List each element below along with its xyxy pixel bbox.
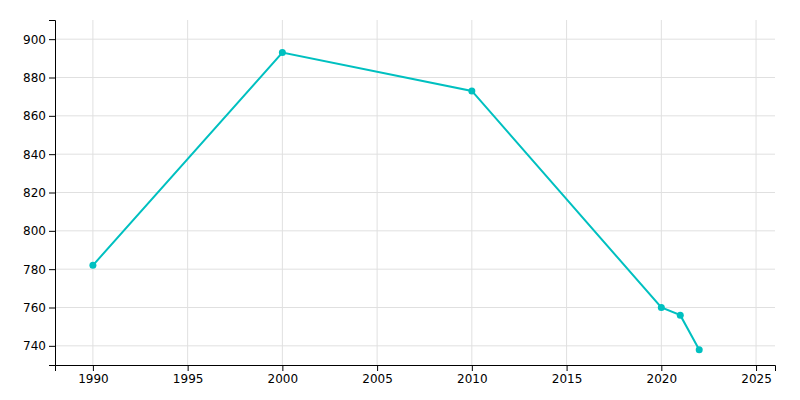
grid-line bbox=[55, 269, 775, 270]
tick-mark bbox=[756, 365, 757, 371]
grid bbox=[55, 20, 775, 365]
tick-mark bbox=[377, 365, 378, 371]
marker bbox=[658, 304, 665, 311]
tick-label: 1995 bbox=[173, 372, 204, 386]
tick-mark bbox=[49, 308, 55, 309]
tick-label: 760 bbox=[23, 301, 46, 315]
tick: 2015 bbox=[552, 365, 583, 386]
tick: 2005 bbox=[362, 365, 393, 386]
tick-mark bbox=[661, 365, 662, 371]
tick-mark bbox=[188, 365, 189, 371]
tick-label: 840 bbox=[23, 148, 46, 162]
tick: 2025 bbox=[741, 365, 772, 386]
tick: 2000 bbox=[268, 365, 299, 386]
tick-mark bbox=[49, 154, 55, 155]
marker bbox=[468, 87, 475, 94]
marker bbox=[696, 346, 703, 353]
tick: 900 bbox=[23, 33, 55, 47]
tick-mark bbox=[49, 78, 55, 79]
tick-mark bbox=[567, 365, 568, 371]
tick: 2020 bbox=[647, 365, 678, 386]
tick-mark bbox=[49, 116, 55, 117]
grid-line bbox=[55, 154, 775, 155]
tick-mark bbox=[49, 231, 55, 232]
x-axis: 1990 1995 2000 2005 2010 2015 2020 2025 bbox=[56, 365, 776, 386]
tick: 840 bbox=[23, 148, 55, 162]
line bbox=[93, 53, 699, 350]
tick-label: 820 bbox=[23, 186, 46, 200]
marker bbox=[677, 312, 684, 319]
grid-line bbox=[55, 77, 775, 78]
tick: 760 bbox=[23, 301, 55, 315]
tick-label: 1990 bbox=[78, 372, 109, 386]
tick-label: 880 bbox=[23, 71, 46, 85]
tick: 780 bbox=[23, 263, 55, 277]
grid-line bbox=[55, 307, 775, 308]
y-axis: 740 760 780 800 820 840 860 880 900 bbox=[23, 21, 55, 366]
axis-line bbox=[49, 21, 56, 366]
tick-mark bbox=[472, 365, 473, 371]
tick: 820 bbox=[23, 186, 55, 200]
tick-label: 2025 bbox=[741, 372, 772, 386]
tick-label: 2020 bbox=[647, 372, 678, 386]
tick-mark bbox=[282, 365, 283, 371]
tick-mark bbox=[49, 39, 55, 40]
tick-mark bbox=[49, 269, 55, 270]
grid-line bbox=[55, 192, 775, 193]
tick-label: 740 bbox=[23, 339, 46, 353]
tick-label: 2015 bbox=[552, 372, 583, 386]
marker bbox=[89, 262, 96, 269]
tick: 740 bbox=[23, 339, 55, 353]
tick-label: 780 bbox=[23, 263, 46, 277]
tick-mark bbox=[49, 346, 55, 347]
grid-line bbox=[55, 115, 775, 116]
tick-label: 2000 bbox=[268, 372, 299, 386]
tick-label: 2005 bbox=[362, 372, 393, 386]
tick: 880 bbox=[23, 71, 55, 85]
tick-label: 900 bbox=[23, 33, 46, 47]
tick: 1990 bbox=[78, 365, 109, 386]
grid-line bbox=[55, 39, 775, 40]
tick: 1995 bbox=[173, 365, 204, 386]
chart: 1990 1995 2000 2005 2010 2015 2020 2025 740 760 78… bbox=[0, 0, 800, 400]
series bbox=[89, 49, 702, 353]
tick-mark bbox=[93, 365, 94, 371]
tick: 2010 bbox=[457, 365, 488, 386]
tick-mark bbox=[49, 193, 55, 194]
tick: 860 bbox=[23, 109, 55, 123]
tick-label: 860 bbox=[23, 109, 46, 123]
marker bbox=[279, 49, 286, 56]
tick-label: 800 bbox=[23, 224, 46, 238]
grid-line bbox=[55, 230, 775, 231]
axis-line bbox=[56, 366, 776, 372]
plot: 1990 1995 2000 2005 2010 2015 2020 2025 740 760 78… bbox=[23, 20, 775, 386]
grid-line bbox=[55, 345, 775, 346]
tick-label: 2010 bbox=[457, 372, 488, 386]
tick: 800 bbox=[23, 224, 55, 238]
